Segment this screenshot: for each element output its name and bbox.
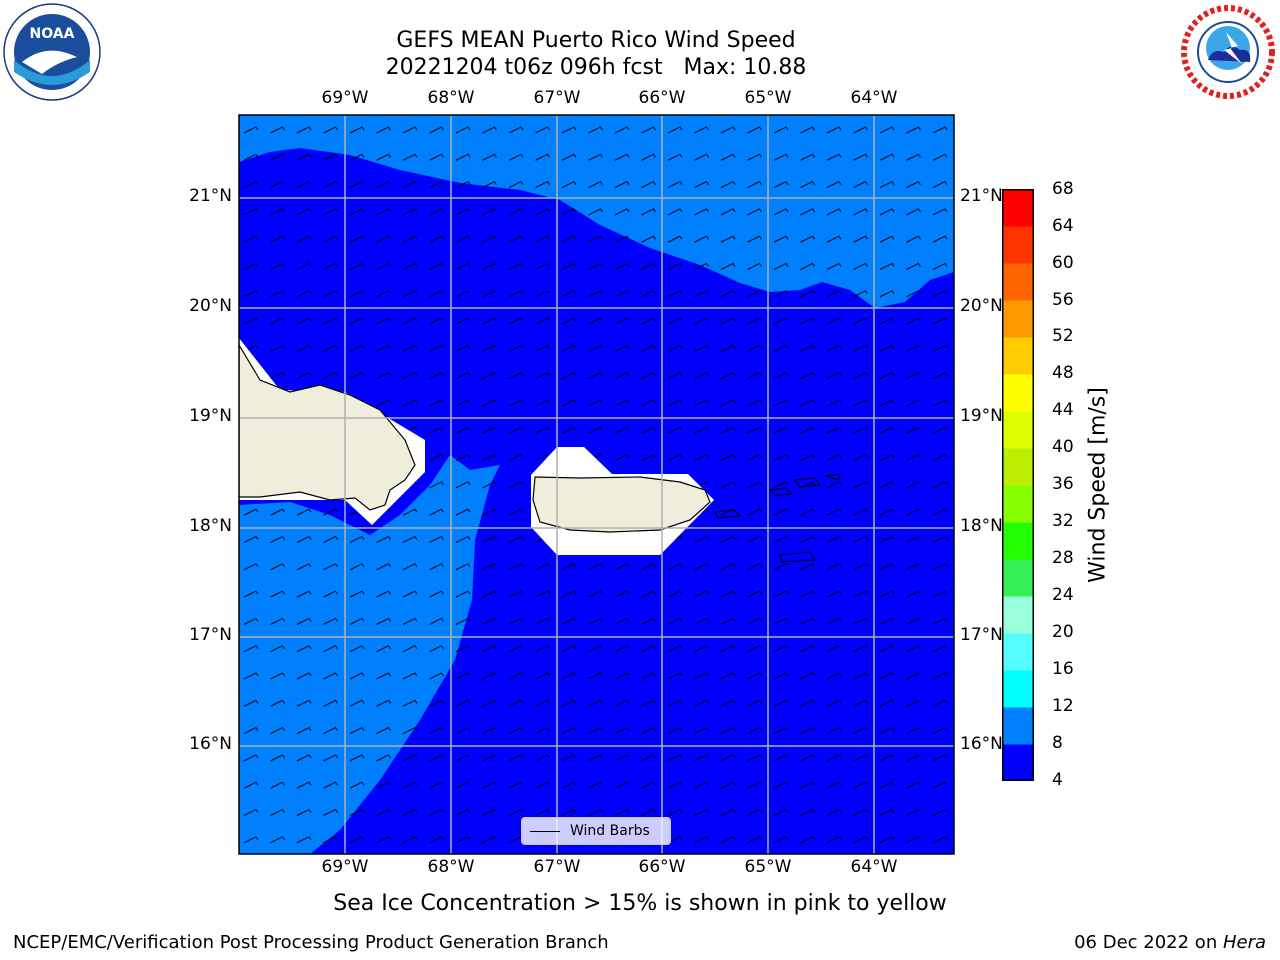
puerto-rico-land bbox=[532, 476, 711, 533]
colorbar-segment bbox=[1002, 448, 1034, 486]
colorbar-tick: 4 bbox=[1052, 770, 1063, 790]
lat-label-left: 16°N bbox=[189, 734, 232, 754]
colorbar-segment bbox=[1002, 485, 1034, 523]
noaa-logo: NOAA bbox=[2, 2, 102, 102]
colorbar-tick: 16 bbox=[1052, 659, 1074, 679]
colorbar-segment bbox=[1002, 300, 1034, 338]
lon-label-bottom: 67°W bbox=[533, 857, 581, 877]
colorbar-tick: 44 bbox=[1052, 400, 1074, 420]
lon-label-top: 68°W bbox=[427, 88, 475, 108]
lat-label-right: 20°N bbox=[960, 296, 1003, 316]
lat-label-left: 18°N bbox=[189, 516, 232, 536]
lon-label-top: 64°W bbox=[850, 88, 898, 108]
colorbar-label: Wind Speed [m/s] bbox=[1085, 387, 1111, 583]
colorbar-tick: 56 bbox=[1052, 290, 1074, 310]
colorbar-tick: 68 bbox=[1052, 179, 1074, 199]
colorbar-tick: 36 bbox=[1052, 474, 1074, 494]
chart-title-line1: GEFS MEAN Puerto Rico Wind Speed bbox=[396, 28, 796, 53]
lon-label-bottom: 65°W bbox=[744, 857, 792, 877]
legend-line-icon bbox=[530, 830, 560, 832]
colorbar-segment bbox=[1002, 226, 1034, 264]
lon-label-bottom: 64°W bbox=[850, 857, 898, 877]
colorbar-tick: 32 bbox=[1052, 511, 1074, 531]
lon-label-top: 66°W bbox=[638, 88, 686, 108]
footer-branch: NCEP/EMC/Verification Post Processing Pr… bbox=[13, 932, 609, 953]
colorbar-segment bbox=[1002, 263, 1034, 301]
footer-host: Hera bbox=[1222, 932, 1266, 953]
colorbar-tick: 8 bbox=[1052, 733, 1063, 753]
colorbar-tick: 12 bbox=[1052, 696, 1074, 716]
colorbar-tick: 24 bbox=[1052, 585, 1074, 605]
lon-label-top: 67°W bbox=[533, 88, 581, 108]
lon-label-bottom: 66°W bbox=[638, 857, 686, 877]
colorbar-segment bbox=[1002, 744, 1034, 781]
colorbar-tick: 60 bbox=[1052, 253, 1074, 273]
lat-label-right: 18°N bbox=[960, 516, 1003, 536]
svg-text:NOAA: NOAA bbox=[30, 26, 75, 42]
footer-date-text: 06 Dec 2022 on bbox=[1074, 932, 1223, 953]
chart-title-line2: 20221204 t06z 096h fcst Max: 10.88 bbox=[385, 55, 807, 80]
lat-label-right: 19°N bbox=[960, 406, 1003, 426]
colorbar bbox=[1002, 189, 1034, 781]
colorbar-tick: 40 bbox=[1052, 437, 1074, 457]
colorbar-segment bbox=[1002, 522, 1034, 560]
colorbar-tick: 48 bbox=[1052, 363, 1074, 383]
colorbar-segment bbox=[1002, 707, 1034, 745]
legend-label: Wind Barbs bbox=[570, 823, 650, 839]
colorbar-segment bbox=[1002, 189, 1034, 227]
colorbar-segment bbox=[1002, 337, 1034, 375]
colorbar-tick: 52 bbox=[1052, 326, 1074, 346]
nws-logo bbox=[1178, 2, 1278, 102]
lat-label-right: 21°N bbox=[960, 186, 1003, 206]
colorbar-segment bbox=[1002, 596, 1034, 634]
lon-label-top: 69°W bbox=[321, 88, 369, 108]
virgin-islands bbox=[714, 473, 841, 563]
colorbar-tick: 28 bbox=[1052, 548, 1074, 568]
lat-label-left: 17°N bbox=[189, 625, 232, 645]
colorbar-frame bbox=[1002, 189, 1034, 781]
lat-label-left: 19°N bbox=[189, 406, 232, 426]
colorbar-segment bbox=[1002, 559, 1034, 597]
colorbar-segment bbox=[1002, 633, 1034, 671]
colorbar-segment bbox=[1002, 670, 1034, 708]
lat-label-left: 20°N bbox=[189, 296, 232, 316]
sea-ice-caption: Sea Ice Concentration > 15% is shown in … bbox=[333, 891, 947, 916]
lon-label-bottom: 69°W bbox=[321, 857, 369, 877]
map-legend: Wind Barbs bbox=[521, 817, 671, 845]
colorbar-segment bbox=[1002, 411, 1034, 449]
lat-label-right: 16°N bbox=[960, 734, 1003, 754]
colorbar-segment bbox=[1002, 374, 1034, 412]
footer-date: 06 Dec 2022 on Hera bbox=[1074, 932, 1266, 953]
map-gridlines bbox=[239, 115, 954, 854]
map-frame bbox=[238, 114, 955, 855]
lat-label-right: 17°N bbox=[960, 625, 1003, 645]
lat-label-left: 21°N bbox=[189, 186, 232, 206]
hispaniola-land bbox=[239, 343, 416, 511]
lon-label-top: 65°W bbox=[744, 88, 792, 108]
lon-label-bottom: 68°W bbox=[427, 857, 475, 877]
colorbar-tick: 64 bbox=[1052, 216, 1074, 236]
colorbar-tick: 20 bbox=[1052, 622, 1074, 642]
